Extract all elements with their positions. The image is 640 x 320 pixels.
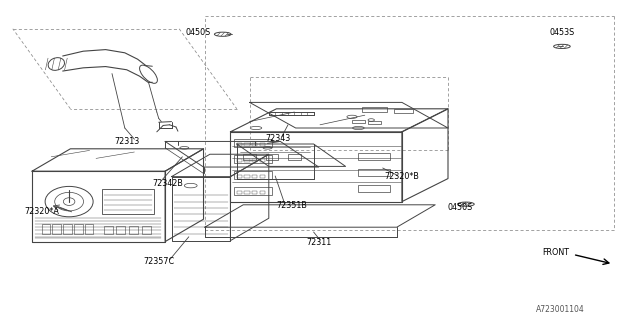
Bar	[237, 159, 242, 162]
Bar	[234, 139, 272, 147]
Bar	[104, 226, 113, 234]
Bar	[237, 143, 242, 146]
Bar	[234, 171, 272, 179]
Bar	[129, 226, 138, 234]
Bar	[368, 121, 381, 124]
Text: 72342B: 72342B	[152, 179, 183, 188]
Text: 72320*A: 72320*A	[24, 207, 59, 216]
Bar	[362, 107, 387, 112]
Text: 72357C: 72357C	[143, 257, 174, 266]
Text: 72343: 72343	[266, 134, 291, 143]
Bar	[85, 224, 93, 234]
Bar	[63, 224, 72, 234]
Bar	[394, 109, 413, 113]
Bar	[234, 187, 272, 195]
Bar	[252, 191, 257, 194]
Bar	[237, 191, 242, 194]
Bar	[358, 185, 390, 192]
Bar	[244, 191, 250, 194]
Bar	[260, 191, 265, 194]
Bar	[244, 143, 250, 146]
Bar	[74, 224, 83, 234]
Bar	[42, 224, 50, 234]
Bar	[260, 143, 265, 146]
Text: FRONT: FRONT	[543, 248, 570, 257]
Bar	[252, 175, 257, 178]
Bar	[288, 154, 301, 160]
Bar	[52, 224, 61, 234]
Text: A723001104: A723001104	[536, 305, 584, 314]
Bar	[243, 154, 256, 160]
Text: 72313: 72313	[114, 137, 140, 146]
Bar	[142, 226, 151, 234]
Bar	[244, 159, 250, 162]
Bar	[234, 155, 272, 163]
Bar	[116, 226, 125, 234]
Text: 0453S: 0453S	[549, 28, 574, 37]
Text: 72311: 72311	[306, 238, 332, 247]
Bar	[266, 154, 278, 160]
Bar	[358, 153, 390, 160]
Bar	[358, 169, 390, 176]
Text: 72320*B: 72320*B	[384, 172, 419, 181]
Bar	[237, 175, 242, 178]
Bar	[260, 159, 265, 162]
Bar	[352, 120, 365, 123]
Bar	[260, 175, 265, 178]
Bar	[252, 143, 257, 146]
Text: 0450S: 0450S	[186, 28, 211, 37]
Bar	[102, 189, 154, 214]
Text: 0450S: 0450S	[448, 203, 473, 212]
Text: 72351B: 72351B	[276, 201, 307, 210]
Bar	[244, 175, 250, 178]
Bar	[252, 159, 257, 162]
